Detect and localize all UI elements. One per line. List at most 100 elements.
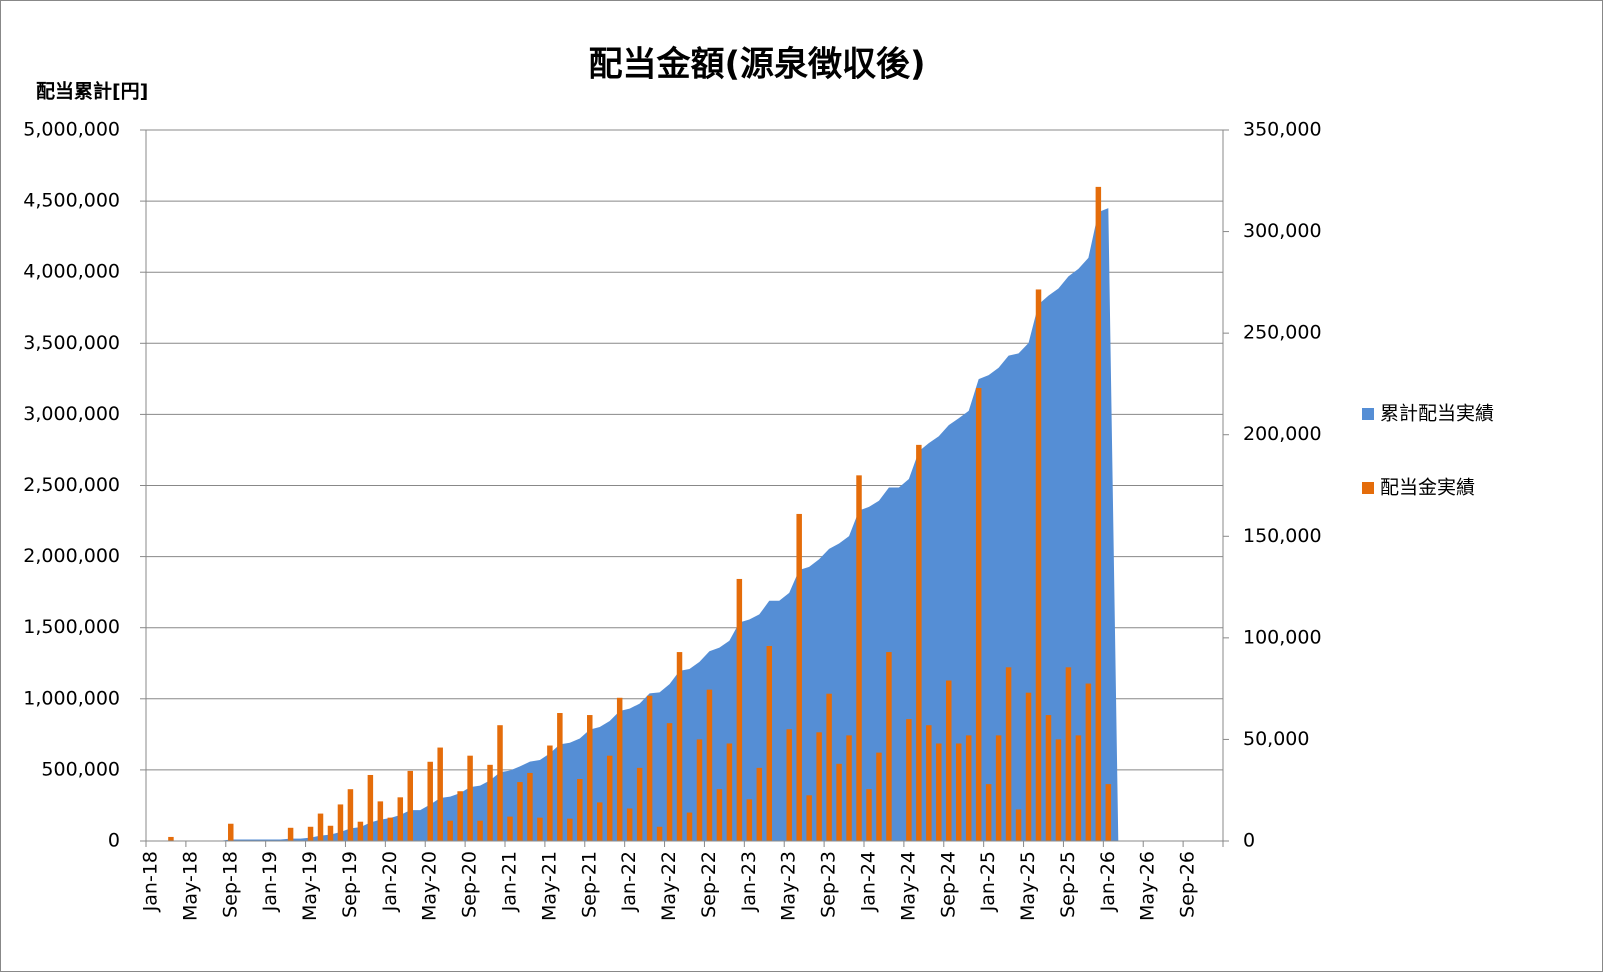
x-tick-label: Jan-22 — [618, 851, 640, 912]
y-tick-label: 3,000,000 — [23, 403, 120, 425]
bar — [806, 795, 812, 841]
bar — [716, 789, 723, 841]
bar — [1085, 683, 1092, 841]
y2-tick-label: 350,000 — [1243, 119, 1322, 141]
bar — [537, 817, 543, 841]
bar — [926, 725, 932, 841]
x-tick-label: May-20 — [419, 851, 441, 921]
bar — [377, 801, 384, 841]
bar — [696, 739, 703, 841]
bar — [168, 836, 174, 841]
x-tick-label: Sep-24 — [937, 851, 959, 918]
bar — [616, 697, 623, 841]
y-tick-label: 1,500,000 — [23, 616, 120, 638]
bar — [487, 764, 493, 841]
bar — [666, 723, 673, 841]
bar — [427, 761, 433, 841]
legend-swatch — [1362, 408, 1374, 420]
bar — [796, 513, 802, 841]
chart-title: 配当金額(源泉徴収後) — [588, 45, 925, 85]
bar — [936, 743, 942, 841]
x-tick-label: Jan-18 — [139, 851, 161, 912]
x-tick-label: May-21 — [538, 851, 560, 921]
x-tick-label: Sep-20 — [459, 851, 481, 918]
bar — [886, 652, 892, 841]
y-tick-label: 4,000,000 — [23, 261, 120, 283]
bar — [317, 813, 324, 841]
bar — [357, 821, 364, 841]
bar — [816, 732, 822, 841]
y-tick-label: 4,500,000 — [23, 190, 120, 212]
x-tick-label: Jan-24 — [857, 851, 879, 912]
x-tick-label: Sep-23 — [818, 851, 840, 918]
x-tick-label: Sep-18 — [219, 851, 241, 918]
bar — [477, 820, 483, 841]
bar — [836, 763, 842, 841]
bar — [975, 387, 982, 841]
x-tick-label: May-24 — [897, 851, 919, 921]
bar — [1095, 186, 1102, 841]
y-tick-label: 2,500,000 — [23, 474, 120, 496]
bar — [467, 755, 473, 841]
bar — [527, 772, 533, 841]
bar — [437, 747, 443, 841]
x-tick-label: Sep-19 — [339, 851, 361, 918]
bar — [327, 825, 334, 841]
x-tick-label: Jan-21 — [498, 851, 520, 912]
bar — [876, 752, 882, 841]
bar — [995, 735, 1002, 841]
bar — [736, 578, 743, 841]
y-tick-label: 0 — [108, 830, 120, 852]
x-tick-label: Jan-20 — [379, 851, 401, 912]
bar — [287, 827, 294, 841]
bar — [746, 799, 753, 841]
y2-tick-label: 200,000 — [1243, 423, 1322, 445]
bar — [447, 820, 453, 841]
x-tick-label: Jan-26 — [1097, 851, 1119, 912]
y2-tick-label: 300,000 — [1243, 220, 1322, 242]
x-tick-label: Jan-19 — [259, 851, 281, 912]
legend-label: 配当金実績 — [1380, 477, 1475, 499]
bar — [517, 782, 523, 841]
bar — [457, 791, 463, 841]
bar — [587, 715, 593, 841]
bar — [577, 779, 583, 841]
bar — [906, 719, 912, 841]
x-tick-label: Sep-22 — [698, 851, 720, 918]
y-axis-title: 配当累計[円] — [36, 80, 148, 103]
x-tick-label: May-25 — [1017, 851, 1039, 921]
bar — [228, 823, 234, 841]
bar — [985, 784, 992, 841]
x-tick-label: Sep-21 — [578, 851, 600, 918]
y2-tick-label: 250,000 — [1243, 322, 1322, 344]
y2-tick-label: 50,000 — [1243, 728, 1309, 750]
bar — [756, 767, 763, 841]
bar — [1035, 289, 1042, 841]
area — [150, 208, 1119, 841]
bar — [1105, 784, 1112, 841]
bar — [1025, 692, 1032, 841]
y-tick-label: 500,000 — [41, 758, 120, 780]
bar — [596, 802, 603, 841]
bar — [1075, 735, 1082, 841]
bar — [646, 695, 653, 841]
bar — [866, 789, 872, 841]
bar — [826, 693, 832, 841]
bar — [1015, 809, 1022, 841]
bar — [916, 444, 922, 841]
bar — [397, 797, 404, 841]
bar — [786, 729, 792, 841]
bar — [347, 789, 354, 841]
x-tick-label: Jan-23 — [738, 851, 760, 912]
bar — [946, 680, 952, 841]
bar — [1005, 667, 1012, 841]
bar — [856, 475, 862, 841]
bar — [636, 767, 643, 841]
bar — [557, 713, 563, 841]
bar — [1055, 739, 1062, 841]
y-tick-label: 2,000,000 — [23, 545, 120, 567]
bar — [766, 645, 773, 841]
y2-tick-label: 0 — [1243, 830, 1255, 852]
x-tick-label: May-23 — [778, 851, 800, 921]
